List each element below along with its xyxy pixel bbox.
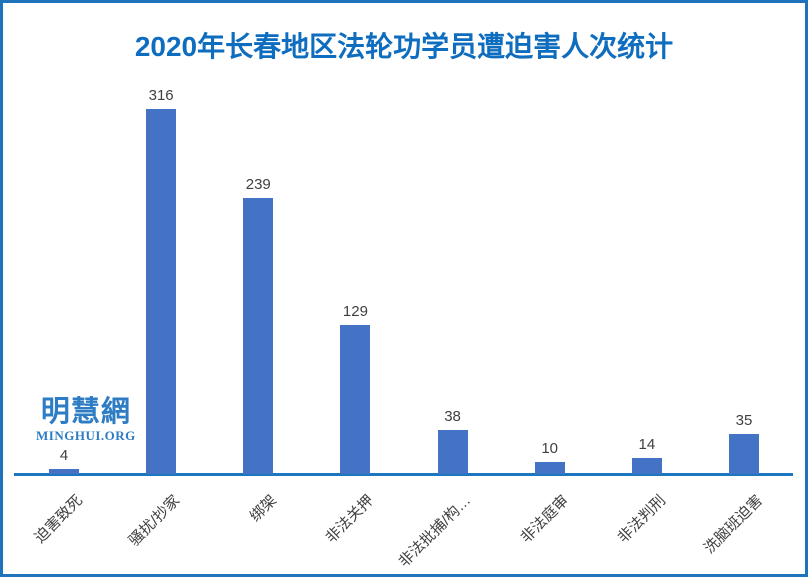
minghui-logo-chinese: 明慧網 [40,396,131,428]
bar-4 [437,430,468,474]
bar-value-label-7: 35 [735,411,753,429]
bar-5 [534,462,565,474]
x-axis-label-2: 绑架 [247,492,281,526]
bar-value-label-0: 4 [59,447,69,465]
x-axis-label-1: 骚扰/抄家 [125,492,184,550]
bar-value-label-3: 129 [342,302,368,320]
x-axis-line [14,473,793,476]
x-axis-label-4: 非法批捕/构… [395,492,475,571]
x-axis-label-3: 非法关押 [322,492,378,547]
bar-value-label-2: 239 [245,175,271,193]
x-axis-label-0: 迫害致死 [31,492,87,547]
bar-value-label-1: 316 [148,86,174,104]
bar-1 [146,108,177,474]
x-axis-label-5: 非法庭审 [517,492,572,547]
minghui-logo-english: MINGHUI.ORG [36,428,136,443]
bar-value-label-5: 10 [541,440,559,458]
bar-7 [728,433,759,474]
chart-title: 2020年长春地区法轮功学员遭迫害人次统计 [134,31,674,62]
bar-3 [340,324,371,474]
minghui-logo: 明慧網 MINGHUI.ORG [36,397,136,444]
bar-6 [631,457,662,474]
bar-value-label-6: 14 [638,435,656,453]
x-axis-label-7: 洗脑班迫害 [700,492,767,558]
bar-2 [243,197,274,474]
bar-0 [49,469,79,474]
bar-value-label-4: 38 [444,408,461,426]
x-axis-label-6: 非法判刑 [614,492,669,547]
